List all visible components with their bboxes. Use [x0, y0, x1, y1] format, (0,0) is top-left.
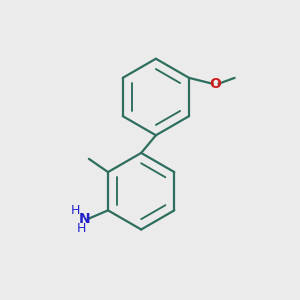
Text: H: H — [71, 204, 80, 218]
Text: H: H — [77, 221, 86, 235]
Text: O: O — [210, 77, 221, 91]
Text: N: N — [79, 212, 90, 226]
